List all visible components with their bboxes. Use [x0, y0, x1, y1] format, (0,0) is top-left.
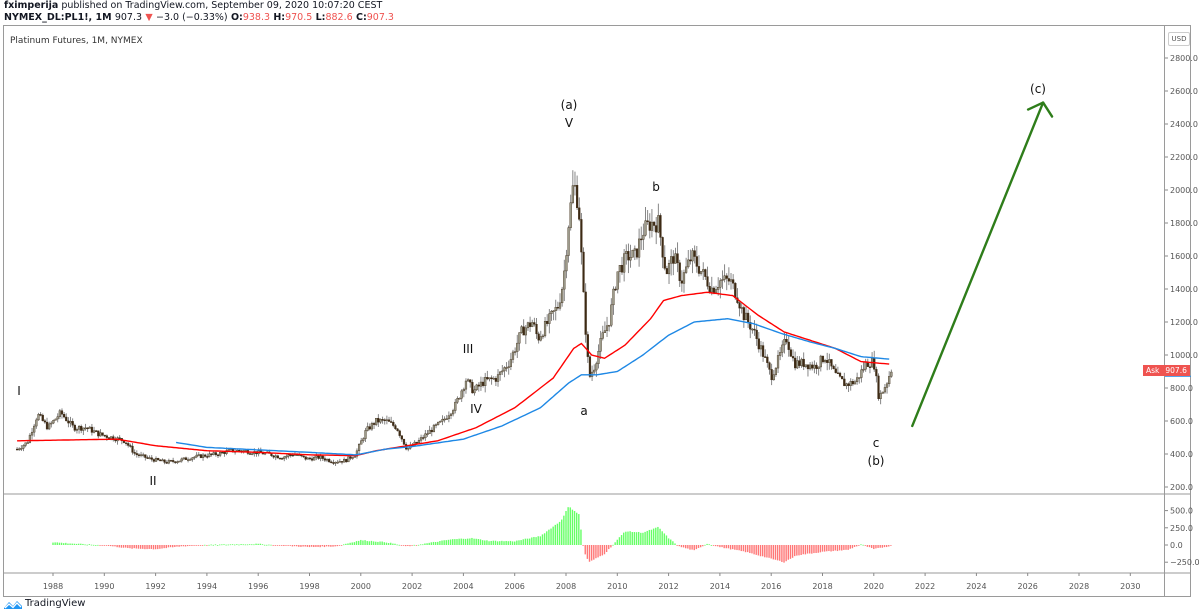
svg-text:1998: 1998: [299, 582, 319, 591]
svg-text:1996: 1996: [248, 582, 268, 591]
svg-text:2800.0: 2800.0: [1170, 54, 1198, 63]
wave-label-2: II: [149, 474, 157, 488]
chart-legend: Platinum Futures, 1M, NYMEX: [10, 36, 143, 46]
wave-label-3: III: [462, 342, 474, 356]
wave-label-c: c: [872, 436, 880, 450]
svg-text:2004: 2004: [453, 582, 473, 591]
svg-text:2024: 2024: [966, 582, 986, 591]
svg-text:−250.0: −250.0: [1170, 558, 1200, 567]
svg-text:2012: 2012: [658, 582, 678, 591]
publish-info: fximperija published on TradingView.com,…: [4, 0, 382, 12]
svg-text:2020: 2020: [864, 582, 884, 591]
wave-label-b-paren: (b): [867, 454, 885, 468]
wave-label-5: V: [564, 116, 574, 130]
svg-text:0.0: 0.0: [1170, 541, 1183, 550]
svg-text:1400.0: 1400.0: [1170, 285, 1198, 294]
brand-name: TradingView: [25, 598, 86, 609]
svg-text:2008: 2008: [556, 582, 576, 591]
author[interactable]: fximperija: [4, 0, 59, 11]
symbol-info: NYMEX_DL:PL1!, 1M 907.3 ▼ −3.0 (−0.33%) …: [4, 12, 394, 24]
close-label: C:: [355, 12, 367, 23]
ask-price-label: Ask 907.6: [1143, 365, 1190, 376]
symbol: NYMEX_DL:PL1!, 1M: [4, 12, 112, 23]
svg-text:1600.0: 1600.0: [1170, 252, 1198, 261]
svg-text:2600.0: 2600.0: [1170, 87, 1198, 96]
wave-label-1: I: [17, 384, 21, 398]
svg-text:1992: 1992: [145, 582, 165, 591]
svg-text:2028: 2028: [1069, 582, 1089, 591]
svg-text:2030: 2030: [1120, 582, 1140, 591]
svg-text:400.0: 400.0: [1170, 450, 1193, 459]
low-value: 882.6: [325, 12, 353, 23]
svg-text:2000: 2000: [351, 582, 371, 591]
svg-text:2010: 2010: [607, 582, 627, 591]
high-label: H:: [273, 12, 286, 23]
high-value: 970.5: [285, 12, 313, 23]
svg-text:1994: 1994: [197, 582, 217, 591]
svg-text:2002: 2002: [402, 582, 422, 591]
wave-label-c-paren: (c): [1030, 82, 1046, 96]
svg-text:1000.0: 1000.0: [1170, 351, 1198, 360]
svg-text:2200.0: 2200.0: [1170, 153, 1198, 162]
last-price: 907.3: [114, 12, 143, 23]
svg-text:2006: 2006: [505, 582, 525, 591]
currency-badge[interactable]: USD: [1168, 32, 1190, 46]
change: −3.0 (−0.33%): [155, 12, 228, 23]
svg-text:2026: 2026: [1018, 582, 1038, 591]
svg-text:2022: 2022: [915, 582, 935, 591]
wave-label-4: IV: [470, 402, 482, 416]
close-value: 907.3: [366, 12, 394, 23]
wave-label-a-paren: (a): [560, 98, 578, 112]
publish-text: published on TradingView.com, September …: [61, 0, 383, 11]
svg-text:800.0: 800.0: [1170, 384, 1193, 393]
svg-text:1800.0: 1800.0: [1170, 219, 1198, 228]
svg-text:2400.0: 2400.0: [1170, 120, 1198, 129]
svg-text:1988: 1988: [43, 582, 63, 591]
down-arrow-icon: ▼: [145, 12, 153, 23]
wave-label-b: b: [652, 180, 660, 194]
svg-text:1990: 1990: [94, 582, 114, 591]
svg-text:200.0: 200.0: [1170, 483, 1193, 492]
open-value: 938.3: [242, 12, 271, 23]
ask-value: 907.6: [1165, 366, 1187, 375]
ask-label: Ask: [1146, 366, 1160, 375]
svg-text:600.0: 600.0: [1170, 417, 1193, 426]
svg-text:2014: 2014: [710, 582, 730, 591]
svg-text:250.0: 250.0: [1170, 524, 1193, 533]
svg-text:500.0: 500.0: [1170, 507, 1193, 516]
svg-text:2016: 2016: [761, 582, 781, 591]
tradingview-brand[interactable]: TradingView: [4, 598, 85, 609]
svg-text:2000.0: 2000.0: [1170, 186, 1198, 195]
wave-label-a: a: [580, 404, 588, 418]
chart-frame: [3, 25, 1191, 597]
svg-text:1200.0: 1200.0: [1170, 318, 1198, 327]
low-label: L:: [315, 12, 326, 23]
tradingview-logo-icon: [4, 600, 22, 609]
open-label: O:: [230, 12, 243, 23]
svg-text:2018: 2018: [812, 582, 832, 591]
